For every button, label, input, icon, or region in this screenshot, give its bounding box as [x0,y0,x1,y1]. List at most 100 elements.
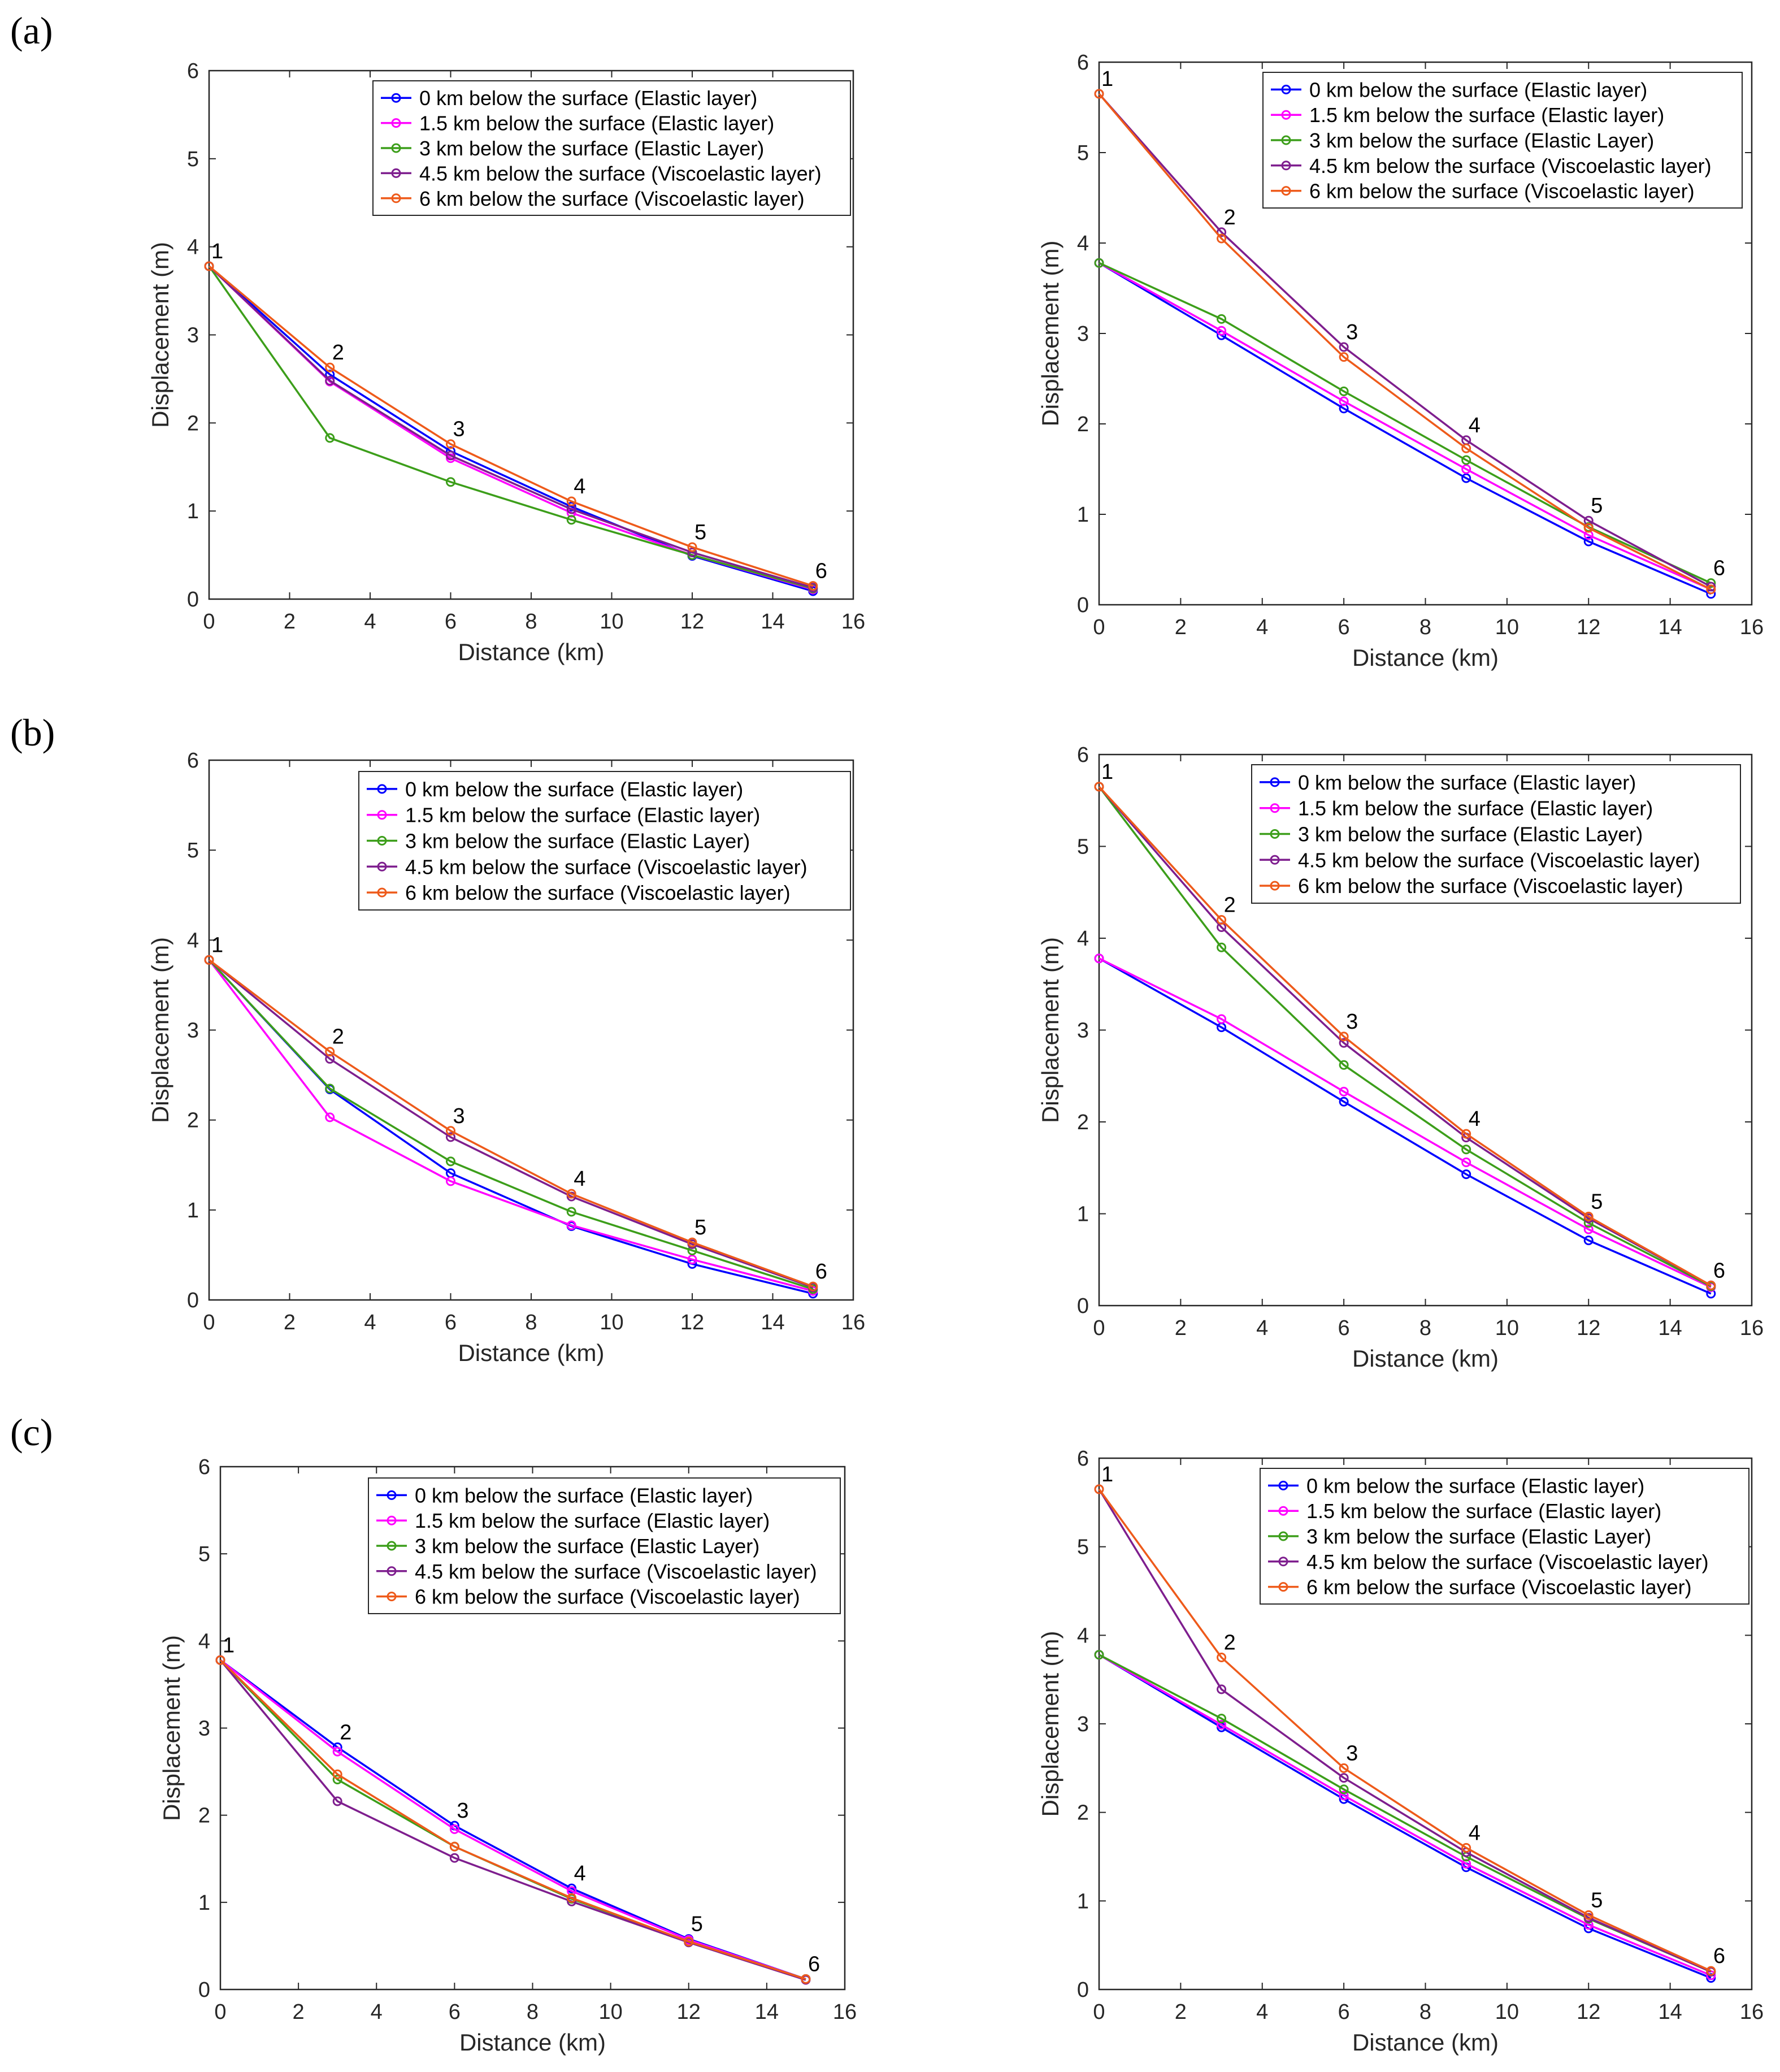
x-tick-label: 12 [677,2000,701,2024]
legend-entry-3: 4.5 km below the surface (Viscoelastic l… [1298,848,1700,872]
legend-marker-2 [391,143,401,153]
data-point [1094,258,1104,268]
y-axis-label: Displacement (m) [1037,937,1063,1123]
plot-area [1098,1457,1753,1991]
point-number-label: 4 [574,475,585,499]
data-point [1706,1282,1716,1292]
data-point [1461,1158,1471,1167]
x-tick-label: 12 [1577,2000,1600,2024]
data-point [1583,1923,1594,1934]
data-point [204,955,214,965]
legend-marker-2 [1278,1531,1288,1541]
x-tick-label: 12 [1577,1316,1600,1340]
data-point [1094,89,1104,99]
data-point [325,376,335,386]
x-tick-label: 0 [203,610,215,634]
y-tick-label: 2 [187,411,199,435]
x-tick-label: 2 [293,2000,305,2024]
y-tick-label: 1 [1077,503,1089,527]
data-point [204,261,214,271]
y-tick-label: 5 [198,1542,210,1566]
point-number-label: 1 [1101,67,1113,91]
x-tick-label: 16 [1740,1316,1764,1340]
x-tick-label: 4 [1256,2000,1268,2024]
data-point [446,1132,455,1142]
data-point [204,261,214,271]
plot-area [1098,61,1753,606]
data-point [325,1085,335,1095]
legend-marker-1 [1278,1506,1288,1516]
data-point [1217,1684,1227,1694]
data-point [1339,404,1349,414]
data-point [808,1282,818,1293]
point-number-label: 1 [1101,1463,1113,1486]
series-line-0 [219,1659,806,1980]
y-axis-label: Displacement (m) [158,1635,185,1821]
y-tick-label: 3 [187,1019,199,1043]
x-axis-label: Distance (km) [1352,2029,1499,2056]
y-axis-label: Displacement (m) [1037,1631,1063,1817]
plot-area [1098,753,1753,1307]
data-point [204,955,214,965]
data-point [1339,1763,1349,1773]
data-point [1339,342,1349,352]
y-tick-label: 4 [1077,232,1089,255]
data-point [1094,1484,1104,1494]
data-point [1339,1773,1349,1783]
data-point [566,501,576,512]
y-tick-label: 0 [1077,593,1089,617]
data-point [1094,953,1104,964]
x-tick-label: 14 [1658,615,1682,639]
data-point [1339,1096,1349,1107]
legend-entry-1: 1.5 km below the surface (Elastic layer) [419,112,774,135]
data-point [325,362,335,372]
x-tick-label: 14 [755,2000,779,2024]
data-point [1461,1145,1471,1155]
point-number-label: 4 [574,1862,586,1885]
data-point [449,1853,459,1863]
point-number-label: 6 [815,1260,827,1284]
data-point [1583,530,1594,540]
x-tick-label: 14 [1658,2000,1682,2024]
data-point [1461,1852,1471,1862]
x-tick-label: 6 [1338,1316,1350,1340]
data-point [1583,1913,1594,1923]
legend-box [358,771,851,911]
y-tick-label: 5 [187,148,199,171]
series-line-3 [208,959,814,1289]
data-point [1461,1169,1471,1180]
x-axis-label: Distance (km) [1352,644,1499,671]
y-tick-label: 0 [1077,1978,1089,2002]
data-point [325,1054,335,1064]
y-tick-label: 4 [187,929,199,952]
data-point [1217,330,1227,340]
data-point [1094,1650,1104,1660]
series-line-4 [208,959,814,1288]
data-point [204,261,214,271]
data-point [684,1935,694,1945]
legend-entry-3: 4.5 km below the surface (Viscoelastic l… [415,1560,817,1583]
data-point [1339,396,1349,406]
legend-marker-4 [391,193,401,203]
point-number-label: 3 [1346,320,1358,344]
data-point [1706,1967,1716,1977]
data-point [687,551,697,561]
data-point [1461,1859,1471,1869]
series-line-0 [208,959,814,1295]
x-tick-label: 2 [284,610,296,634]
data-point [1461,443,1471,453]
data-point [566,1207,576,1217]
data-point [808,586,818,596]
y-tick-label: 1 [198,1891,210,1915]
data-point [1583,536,1594,547]
series-line-0 [1099,262,1712,595]
x-tick-label: 16 [1740,2000,1764,2024]
legend-marker-1 [1270,803,1280,813]
point-number-label: 6 [815,560,827,583]
y-tick-label: 2 [187,1109,199,1133]
x-tick-label: 12 [680,1311,704,1334]
y-tick-label: 3 [1077,1019,1089,1043]
legend-marker-2 [1281,135,1291,145]
data-point [687,1245,697,1255]
